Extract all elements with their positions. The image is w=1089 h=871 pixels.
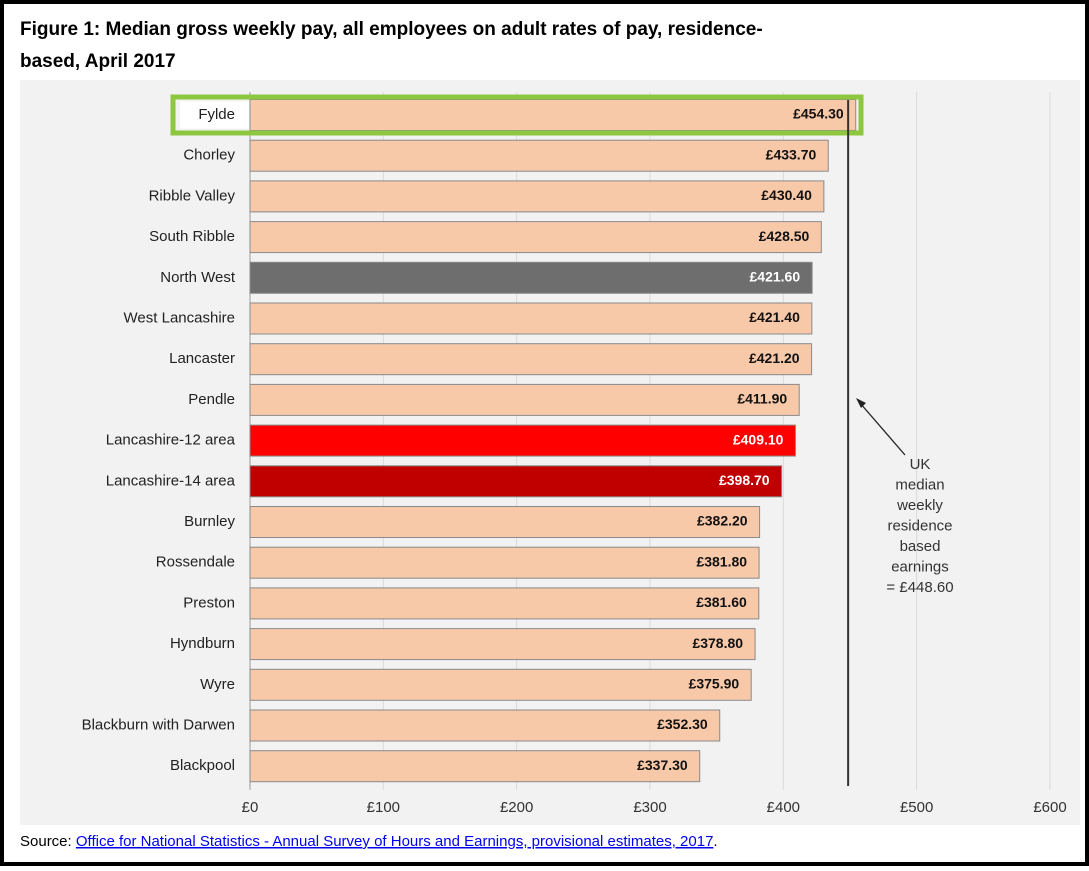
category-label: Blackburn with Darwen — [82, 716, 235, 733]
category-label: Chorley — [183, 147, 235, 164]
bar — [249, 465, 783, 498]
x-tick-label: £0 — [242, 799, 259, 816]
category-label: Preston — [183, 594, 235, 611]
x-tick-label: £400 — [767, 799, 800, 816]
annotation: median — [895, 476, 944, 493]
data-label: £433.70 — [766, 146, 817, 162]
source: Source: Office for National Statistics -… — [20, 833, 718, 850]
source-suffix: . — [713, 833, 717, 850]
data-label: £421.20 — [749, 350, 800, 366]
x-tick-label: £200 — [500, 799, 533, 816]
category-label: Rossendale — [156, 554, 235, 571]
category-label: Pendle — [188, 391, 235, 408]
data-label: £375.90 — [689, 676, 740, 692]
data-label: £381.60 — [696, 594, 747, 610]
annotation: = £448.60 — [886, 579, 953, 596]
data-label: £382.20 — [697, 513, 748, 529]
bar — [249, 302, 813, 335]
data-label: £409.10 — [733, 431, 784, 447]
bar — [249, 709, 721, 742]
bar — [249, 139, 829, 172]
annotation: weekly — [896, 497, 943, 514]
data-label: £398.70 — [719, 472, 770, 488]
category-label: Fylde — [198, 106, 235, 123]
bar — [249, 587, 760, 620]
bar — [249, 750, 701, 783]
bar — [249, 343, 813, 376]
category-label: Lancashire-12 area — [106, 432, 236, 449]
category-label: West Lancashire — [124, 309, 235, 326]
bar — [249, 180, 825, 213]
data-label: £428.50 — [759, 228, 810, 244]
data-label: £381.80 — [696, 553, 747, 569]
data-label: £454.30 — [793, 106, 844, 122]
data-label: £378.80 — [692, 635, 743, 651]
category-label: Lancashire-14 area — [106, 472, 236, 489]
data-label: £421.40 — [749, 309, 800, 325]
highlight-box — [170, 94, 864, 136]
data-label: £411.90 — [737, 391, 787, 407]
bar — [249, 546, 760, 579]
data-label: £430.40 — [761, 187, 812, 203]
bar — [249, 261, 813, 294]
annotation: UK — [910, 456, 931, 473]
bar — [249, 424, 796, 457]
category-label: Lancaster — [169, 350, 235, 367]
data-label: £421.60 — [750, 269, 801, 285]
annotation: earnings — [891, 558, 949, 575]
data-label: £352.30 — [657, 716, 708, 732]
category-label: Hyndburn — [170, 635, 235, 652]
category-label: North West — [160, 269, 236, 286]
x-tick-label: £300 — [633, 799, 666, 816]
label-highlight — [180, 101, 250, 129]
x-tick-label: £500 — [900, 799, 933, 816]
data-label: £337.30 — [637, 757, 688, 773]
category-label: South Ribble — [149, 228, 235, 245]
bar — [249, 221, 822, 254]
annotation: based — [900, 538, 941, 555]
source-link[interactable]: Office for National Statistics - Annual … — [76, 833, 714, 850]
annotation-arrow — [859, 402, 906, 456]
x-tick-label: £100 — [367, 799, 400, 816]
chart-title: Figure 1: Median gross weekly pay, all e… — [20, 19, 763, 72]
category-label: Burnley — [184, 513, 235, 530]
bar — [249, 628, 756, 661]
category-label: Blackpool — [170, 757, 235, 774]
bar — [249, 99, 857, 131]
x-tick-label: £600 — [1033, 799, 1066, 816]
source-prefix: Source: — [20, 833, 76, 850]
arrow-head — [856, 398, 866, 408]
category-label: Ribble Valley — [149, 187, 236, 204]
bar — [249, 668, 752, 701]
bar — [249, 383, 800, 416]
annotation: residence — [887, 517, 952, 534]
category-label: Wyre — [200, 676, 235, 693]
bar — [249, 506, 761, 538]
